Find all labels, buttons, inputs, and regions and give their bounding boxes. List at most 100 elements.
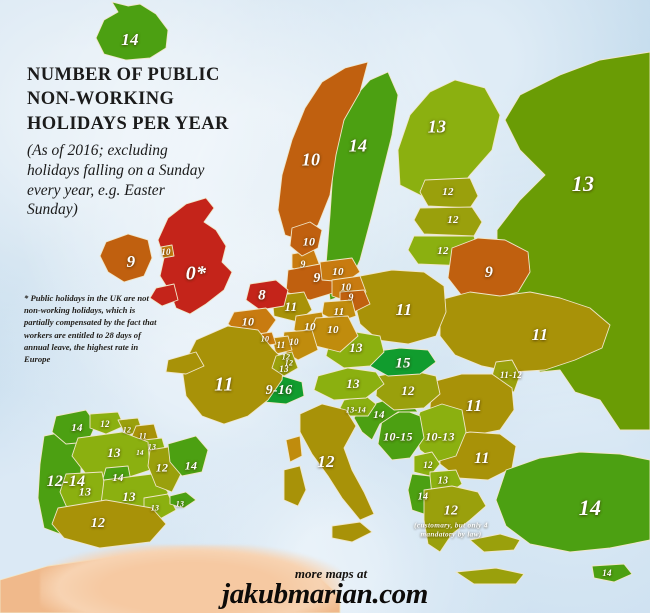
value-label-norway: 10 — [301, 149, 321, 170]
region-france-alsace — [271, 351, 299, 377]
value-label-es-can: 12 — [122, 425, 132, 435]
branding-tagline: more maps at — [294, 566, 368, 581]
value-label-de-sh: 9 — [300, 259, 306, 271]
value-label-es-mur: 13 — [150, 503, 160, 513]
value-label-hungary: 12 — [401, 383, 415, 398]
value-label-estonia: 12 — [442, 186, 454, 198]
region-es-catalonia — [167, 435, 209, 477]
value-label-croatia: 14 — [373, 409, 385, 421]
value-label-es-cyl: 13 — [107, 445, 121, 460]
value-label-de-nrw: 11 — [284, 299, 298, 314]
value-label-sweden: 14 — [348, 135, 368, 156]
region-france — [181, 325, 285, 425]
value-label-de-bav: 10 — [327, 324, 339, 336]
value-label-moldova: 11-12 — [499, 370, 523, 380]
value-label-fr-als: 13 — [279, 364, 289, 374]
value-label-es-clm: 13 — [122, 489, 136, 504]
region-slovakia — [369, 347, 437, 377]
region-es-balearics — [169, 491, 197, 509]
value-label-es-gal: 14 — [71, 422, 83, 434]
value-label-cyprus: 14 — [602, 568, 612, 578]
value-label-es-nav: 13 — [147, 442, 157, 452]
value-label-fr-lor: 12 — [284, 358, 294, 368]
region-sicily — [331, 521, 373, 543]
value-label-swiss: 9-16 — [265, 383, 293, 398]
region-es-andalusia — [51, 499, 167, 549]
value-label-es-bal: 13 — [175, 499, 185, 509]
value-label-albania: 14 — [417, 491, 429, 503]
sand-blob — [40, 545, 340, 613]
region-corsica — [285, 435, 303, 463]
value-label-bulgaria: 11 — [474, 450, 490, 467]
page-title: NUMBER OF PUBLIC NON-WORKING HOLIDAYS PE… — [27, 65, 229, 134]
uk-footnote: * Public holidays in the UK are not non-… — [24, 293, 157, 365]
value-label-lithuania: 12 — [437, 245, 449, 257]
value-label-montenegro: 12 — [423, 460, 433, 470]
value-label-de-thu: 11 — [333, 306, 345, 318]
value-label-turkey: 14 — [578, 495, 602, 520]
value-label-de-bw: 10 — [289, 337, 299, 347]
value-label-es-mad: 14 — [112, 472, 124, 484]
value-label-finland: 13 — [427, 116, 447, 137]
value-label-poland: 11 — [395, 300, 413, 319]
value-label-uk: 0* — [185, 262, 207, 285]
value-label-serbia: 10-13 — [425, 429, 455, 444]
value-label-de-meck: 10 — [332, 266, 344, 278]
value-label-macedonia: 13 — [437, 475, 449, 487]
greece-note: (customary, but only 4 mandatory by law) — [414, 520, 488, 539]
region-turkey — [495, 451, 650, 553]
region-es-asturias — [89, 411, 125, 435]
value-label-slovakia: 15 — [395, 355, 411, 372]
value-label-greece: 12 (customary, but only 4 mandatory by la… — [408, 503, 494, 538]
region-netherlands — [245, 279, 289, 311]
value-label-es-pv: 11 — [138, 431, 148, 441]
region-montenegro — [413, 451, 441, 477]
value-label-lux: 10 — [260, 334, 270, 344]
value-label-es-rio: 14 — [136, 449, 144, 457]
region-es-cyl — [71, 431, 151, 481]
region-ireland — [99, 233, 153, 283]
value-label-netherlands: 8 — [258, 287, 266, 304]
value-label-austria: 13 — [346, 376, 360, 391]
region-iceland — [95, 1, 169, 61]
region-belarus — [447, 237, 531, 301]
value-label-latvia: 12 — [447, 214, 459, 226]
value-label-russia: 13 — [571, 171, 595, 196]
value-label-isleofman: 10 — [161, 247, 171, 257]
value-label-es-and: 12 — [90, 516, 106, 531]
value-label-es-val: 12 — [155, 460, 169, 475]
region-denmark — [289, 221, 323, 257]
region-sardinia — [283, 465, 307, 507]
region-greek-islands — [469, 533, 521, 553]
value-label-italy: 12 — [317, 452, 335, 471]
value-label-belgium: 10 — [241, 314, 255, 329]
region-italy — [299, 403, 375, 521]
region-sweden — [325, 71, 399, 301]
region-de-saar — [271, 335, 293, 355]
region-isle-of-man — [160, 244, 175, 259]
value-label-es-ext: 13 — [78, 484, 92, 499]
value-label-belarus: 9 — [484, 264, 494, 281]
region-wales — [149, 283, 179, 307]
value-label-denmark: 10 — [302, 234, 316, 249]
value-label-slovenia: 13-14 — [345, 405, 367, 415]
page-subtitle: (As of 2016; excluding holidays falling … — [27, 142, 205, 219]
branding: more maps at jakubmarian.com — [0, 566, 650, 611]
value-label-bosnia: 10-15 — [383, 429, 413, 444]
value-label-ireland: 9 — [126, 252, 136, 271]
region-poland — [353, 269, 447, 345]
value-label-de-rp: 12 — [281, 352, 291, 362]
region-austria — [313, 367, 385, 401]
value-label-ukraine: 11 — [531, 325, 549, 344]
region-greece — [423, 485, 487, 553]
branding-site[interactable]: jakubmarian.com — [222, 578, 428, 610]
region-brittany — [165, 351, 205, 375]
value-label-czech: 13 — [349, 340, 363, 355]
value-label-es-cat: 14 — [184, 458, 198, 473]
region-ukraine — [439, 291, 611, 373]
value-label-romania: 11 — [465, 396, 483, 415]
value-label-portugal: 12-14 — [46, 473, 86, 490]
value-label-de-nord: 9 — [313, 271, 321, 286]
region-cyprus — [591, 563, 633, 583]
